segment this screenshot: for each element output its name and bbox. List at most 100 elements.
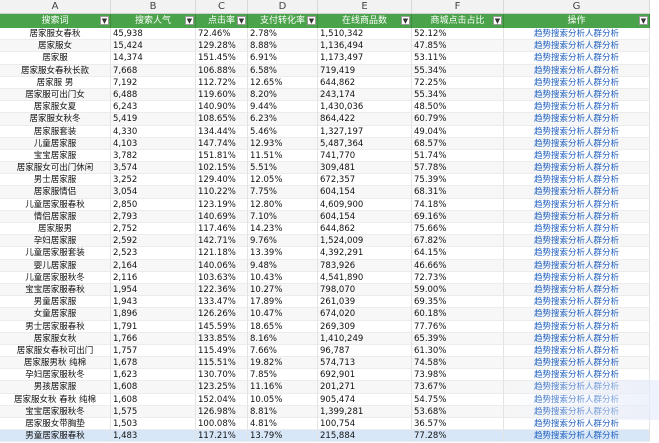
action-link[interactable]: 趋势搜索分析人群分析 xyxy=(504,210,650,223)
filter-dropdown-icon[interactable]: ▼ xyxy=(401,16,410,25)
value-cell[interactable]: 53.68% xyxy=(412,405,504,418)
value-cell[interactable]: 73.67% xyxy=(412,381,504,394)
table-row[interactable]: 居家服女秋 春秋 纯棉 1,608 152.04% 10.05% 905,474 54.7… xyxy=(0,393,650,406)
value-cell[interactable]: 7.75% xyxy=(248,186,318,199)
value-cell[interactable]: 69.35% xyxy=(412,296,504,309)
keyword-cell[interactable]: 居家服男秋 纯棉 xyxy=(0,357,111,370)
value-cell[interactable]: 7.10% xyxy=(248,210,318,223)
table-row[interactable]: 宝宝居家服 3,782 151.81% 11.51% 741,770 51.74% 趋势搜索… xyxy=(0,149,650,163)
value-cell[interactable]: 12.93% xyxy=(248,137,318,150)
action-link[interactable]: 趋势搜索分析人群分析 xyxy=(504,247,650,260)
value-cell[interactable]: 261,039 xyxy=(318,296,412,309)
value-cell[interactable]: 123.19% xyxy=(196,198,248,211)
table-row[interactable]: 居家服女 15,424 129.28% 8.88% 1,136,494 47.85% 趋势搜… xyxy=(0,40,650,53)
value-cell[interactable]: 243,174 xyxy=(318,88,412,102)
value-cell[interactable]: 129.28% xyxy=(196,40,248,53)
keyword-cell[interactable]: 男童居家服春秋 xyxy=(0,430,111,443)
table-row[interactable]: 居家服套装 4,330 134.44% 5.46% 1,327,197 49.04% 趋势搜… xyxy=(0,125,650,138)
value-cell[interactable]: 798,070 xyxy=(318,283,412,297)
action-link[interactable]: 趋势搜索分析人群分析 xyxy=(504,149,650,163)
action-link[interactable]: 趋势搜索分析人群分析 xyxy=(504,88,650,102)
value-cell[interactable]: 140.06% xyxy=(196,259,248,272)
value-cell[interactable]: 1,623 xyxy=(111,369,196,382)
value-cell[interactable]: 53.11% xyxy=(412,52,504,65)
value-cell[interactable]: 7,192 xyxy=(111,76,196,89)
value-cell[interactable]: 674,020 xyxy=(318,308,412,321)
value-cell[interactable]: 3,252 xyxy=(111,174,196,187)
action-link[interactable]: 趋势搜索分析人群分析 xyxy=(504,52,650,65)
value-cell[interactable]: 121.18% xyxy=(196,247,248,260)
value-cell[interactable]: 1,510,342 xyxy=(318,28,412,41)
action-link[interactable]: 趋势搜索分析人群分析 xyxy=(504,296,650,309)
keyword-cell[interactable]: 男童居家服 xyxy=(0,296,111,309)
column-letter[interactable]: A xyxy=(0,0,111,13)
value-cell[interactable]: 1,136,494 xyxy=(318,40,412,53)
table-row[interactable]: 女童居家服 1,896 126.26% 10.47% 674,020 60.18% 趋势搜索… xyxy=(0,308,650,321)
value-cell[interactable]: 574,713 xyxy=(318,357,412,370)
value-cell[interactable]: 12.80% xyxy=(248,198,318,211)
value-cell[interactable]: 151.81% xyxy=(196,149,248,163)
value-cell[interactable]: 10.47% xyxy=(248,308,318,321)
filter-dropdown-icon[interactable]: ▼ xyxy=(639,16,648,25)
action-link[interactable]: 趋势搜索分析人群分析 xyxy=(504,418,650,431)
value-cell[interactable]: 4,330 xyxy=(111,125,196,138)
value-cell[interactable]: 54.75% xyxy=(412,393,504,406)
keyword-cell[interactable]: 居家服可出门女 xyxy=(0,88,111,102)
table-row[interactable]: 居家服可出门女 6,488 119.60% 8.20% 243,174 55.34% 趋势搜… xyxy=(0,88,650,102)
value-cell[interactable]: 73.98% xyxy=(412,369,504,382)
value-cell[interactable]: 4,103 xyxy=(111,137,196,150)
value-cell[interactable]: 130.70% xyxy=(196,369,248,382)
table-row[interactable]: 儿童居家服秋冬 2,116 103.63% 10.43% 4,541,890 72.73%… xyxy=(0,271,650,284)
value-cell[interactable]: 1,503 xyxy=(111,418,196,431)
column-letter[interactable]: D xyxy=(248,0,318,13)
keyword-cell[interactable]: 儿童居家服春秋 xyxy=(0,198,111,211)
value-cell[interactable]: 5.46% xyxy=(248,125,318,138)
table-row[interactable]: 居家服女可出门休闲 3,574 102.15% 5.51% 309,481 57.78% 趋… xyxy=(0,162,650,175)
value-cell[interactable]: 7.85% xyxy=(248,369,318,382)
value-cell[interactable]: 5,419 xyxy=(111,113,196,126)
value-cell[interactable]: 2,116 xyxy=(111,271,196,284)
value-cell[interactable]: 2,793 xyxy=(111,210,196,223)
action-link[interactable]: 趋势搜索分析人群分析 xyxy=(504,125,650,138)
keyword-cell[interactable]: 情侣居家服 xyxy=(0,210,111,223)
table-row[interactable]: 居家服情侣 3,054 110.22% 7.75% 604,154 68.31% 趋势搜索分… xyxy=(0,186,650,199)
table-row[interactable]: 居家服 男 7,192 112.72% 12.65% 644,862 72.25% 趋势搜索… xyxy=(0,76,650,89)
value-cell[interactable]: 72.46% xyxy=(196,28,248,41)
value-cell[interactable]: 126.26% xyxy=(196,308,248,321)
value-cell[interactable]: 19.82% xyxy=(248,357,318,370)
table-row[interactable]: 居家服女春秋可出门 1,757 115.49% 7.66% 96,787 61.30% 趋势… xyxy=(0,344,650,358)
table-row[interactable]: 孕妇居家服秋冬 1,623 130.70% 7.85% 692,901 73.98% 趋势搜… xyxy=(0,369,650,382)
value-cell[interactable]: 13.39% xyxy=(248,247,318,260)
value-cell[interactable]: 122.36% xyxy=(196,283,248,297)
value-cell[interactable]: 112.72% xyxy=(196,76,248,89)
value-cell[interactable]: 4,609,900 xyxy=(318,198,412,211)
value-cell[interactable]: 719,419 xyxy=(318,64,412,77)
value-cell[interactable]: 4.81% xyxy=(248,418,318,431)
value-cell[interactable]: 1,430,036 xyxy=(318,101,412,114)
action-link[interactable]: 趋势搜索分析人群分析 xyxy=(504,64,650,77)
action-link[interactable]: 趋势搜索分析人群分析 xyxy=(504,332,650,345)
value-cell[interactable]: 74.58% xyxy=(412,357,504,370)
value-cell[interactable]: 4,392,291 xyxy=(318,247,412,260)
value-cell[interactable]: 15,424 xyxy=(111,40,196,53)
keyword-cell[interactable]: 居家服女秋冬 xyxy=(0,113,111,126)
keyword-cell[interactable]: 居家服女秋 xyxy=(0,332,111,345)
value-cell[interactable]: 142.71% xyxy=(196,235,248,248)
value-cell[interactable]: 133.85% xyxy=(196,332,248,345)
value-cell[interactable]: 115.49% xyxy=(196,344,248,358)
value-cell[interactable]: 1,608 xyxy=(111,381,196,394)
filter-dropdown-icon[interactable]: ▼ xyxy=(100,16,109,25)
value-cell[interactable]: 269,309 xyxy=(318,320,412,333)
table-row[interactable]: 儿童居家服 4,103 147.74% 12.93% 5,487,364 68.57% 趋势… xyxy=(0,137,650,150)
filter-dropdown-icon[interactable]: ▼ xyxy=(237,16,246,25)
action-link[interactable]: 趋势搜索分析人群分析 xyxy=(504,259,650,272)
keyword-cell[interactable]: 男士居家服春秋 xyxy=(0,320,111,333)
keyword-cell[interactable]: 居家服女春秋可出门 xyxy=(0,344,111,358)
column-letter[interactable]: E xyxy=(318,0,412,13)
value-cell[interactable]: 2.78% xyxy=(248,28,318,41)
value-cell[interactable]: 7.66% xyxy=(248,344,318,358)
value-cell[interactable]: 783,926 xyxy=(318,259,412,272)
keyword-cell[interactable]: 男孩居家服 xyxy=(0,381,111,394)
table-row[interactable]: 居家服女秋 1,766 133.85% 8.16% 1,410,249 65.39% 趋势搜… xyxy=(0,332,650,345)
value-cell[interactable]: 2,164 xyxy=(111,259,196,272)
